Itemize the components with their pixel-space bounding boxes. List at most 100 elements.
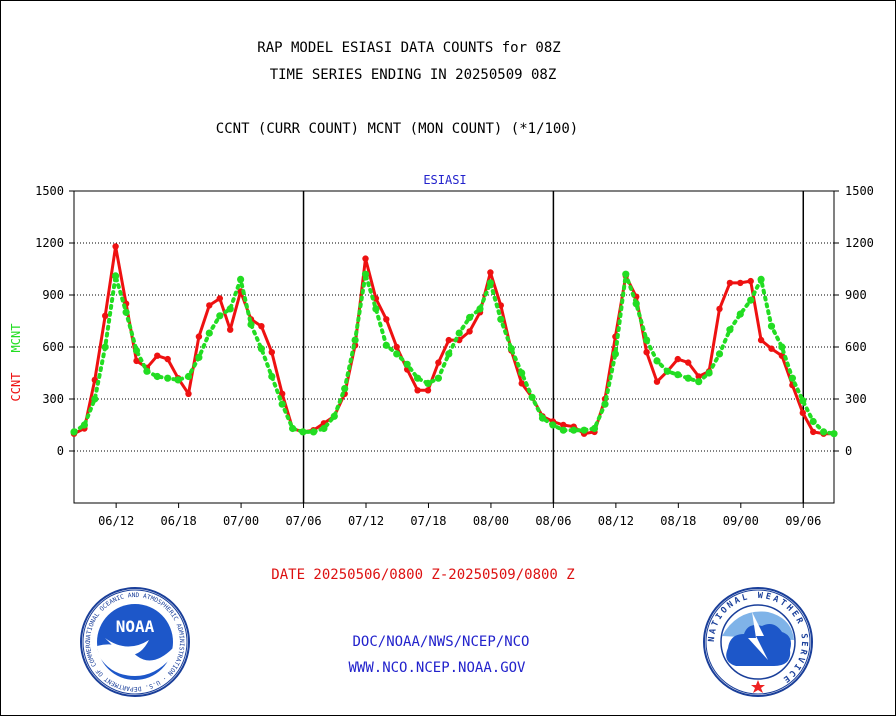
y-tick-label-left: 300 — [42, 392, 64, 406]
point-ccnt — [227, 326, 234, 333]
point-ccnt — [726, 279, 734, 287]
point-mcnt — [268, 372, 276, 381]
point-mcnt — [653, 357, 661, 365]
point-mcnt — [414, 374, 422, 382]
point-ccnt — [206, 302, 213, 309]
point-ccnt — [560, 421, 567, 429]
point-ccnt — [258, 323, 265, 330]
point-ccnt — [497, 302, 504, 309]
point-ccnt — [383, 316, 390, 323]
y-tick-label-left: 1500 — [35, 184, 64, 198]
point-ccnt — [445, 336, 452, 344]
y-tick-label-right: 1500 — [845, 184, 874, 198]
point-mcnt — [601, 400, 609, 408]
point-ccnt — [757, 336, 765, 344]
point-ccnt — [154, 352, 161, 359]
y-tick-label-left: 0 — [57, 444, 64, 458]
website-link[interactable]: WWW.NCO.NCEP.NOAA.GOV — [348, 660, 526, 676]
point-mcnt — [580, 426, 588, 434]
point-mcnt — [590, 424, 599, 433]
point-mcnt — [237, 275, 245, 283]
point-mcnt — [684, 374, 692, 382]
x-tick-label: 06/18 — [161, 514, 197, 528]
point-mcnt — [424, 379, 432, 387]
point-ccnt — [487, 269, 494, 276]
point-ccnt — [518, 380, 525, 387]
point-ccnt — [435, 359, 442, 366]
point-ccnt — [674, 355, 681, 363]
point-ccnt — [716, 305, 723, 313]
nws-star-icon — [751, 680, 765, 693]
point-mcnt — [611, 350, 620, 358]
point-ccnt — [653, 378, 661, 385]
chart-title-line1: RAP MODEL ESIASI DATA COUNTS for 08Z — [257, 40, 560, 56]
point-mcnt — [372, 305, 380, 313]
point-mcnt — [715, 350, 724, 358]
x-tick-label: 08/06 — [535, 514, 571, 528]
plot-area: 0 0 300 300 600 600 900 900 1200 1200 1500 1500 06/1… — [35, 184, 874, 528]
point-mcnt — [507, 345, 515, 353]
y-tick-label-right: 300 — [845, 392, 867, 406]
point-mcnt — [518, 369, 526, 377]
point-mcnt — [361, 270, 370, 278]
point-ccnt — [466, 328, 473, 335]
point-mcnt — [257, 345, 265, 353]
point-mcnt — [788, 374, 797, 382]
point-mcnt — [736, 310, 744, 318]
point-mcnt — [309, 428, 318, 436]
point-mcnt — [466, 313, 474, 322]
point-mcnt — [497, 315, 505, 323]
point-mcnt — [122, 308, 130, 316]
point-mcnt — [663, 367, 672, 375]
point-mcnt — [174, 376, 182, 384]
point-mcnt — [632, 300, 640, 308]
point-mcnt — [538, 414, 547, 422]
point-mcnt — [403, 360, 411, 368]
point-mcnt — [216, 312, 224, 320]
point-mcnt — [778, 343, 786, 351]
point-mcnt — [205, 329, 213, 337]
point-ccnt — [799, 409, 806, 417]
point-mcnt — [830, 430, 838, 438]
point-mcnt — [570, 426, 578, 434]
point-mcnt — [382, 341, 390, 349]
point-ccnt — [685, 359, 692, 366]
point-mcnt — [330, 412, 338, 420]
point-mcnt — [226, 305, 234, 313]
series-line-mcnt — [72, 272, 836, 436]
point-mcnt — [643, 336, 651, 344]
x-tick-label: 07/06 — [285, 514, 321, 528]
noaa-logo-text: NOAA — [116, 617, 155, 636]
point-ccnt — [695, 373, 702, 380]
x-tick-label: 08/18 — [660, 514, 696, 528]
point-ccnt — [414, 387, 421, 394]
x-tick-label: 08/12 — [598, 514, 634, 528]
point-mcnt — [747, 296, 755, 304]
point-mcnt — [445, 350, 453, 358]
plot-title: ESIASI — [423, 173, 466, 187]
point-mcnt — [528, 393, 536, 401]
point-ccnt — [133, 357, 140, 365]
point-mcnt — [80, 421, 88, 429]
x-tick-label: 07/00 — [223, 514, 259, 528]
x-tick-label: 08/00 — [473, 514, 509, 528]
point-mcnt — [289, 424, 297, 433]
point-ccnt — [362, 255, 369, 262]
point-ccnt — [643, 349, 650, 356]
point-mcnt — [622, 270, 630, 278]
x-tick-label: 06/12 — [98, 514, 134, 528]
point-mcnt — [393, 350, 401, 358]
x-tick-label: 07/18 — [410, 514, 446, 528]
point-ccnt — [810, 428, 817, 436]
point-ccnt — [164, 355, 171, 363]
point-mcnt — [767, 322, 776, 330]
point-ccnt — [185, 390, 192, 397]
point-mcnt — [299, 428, 307, 436]
point-mcnt — [559, 426, 567, 434]
point-ccnt — [424, 387, 432, 394]
point-mcnt — [434, 374, 442, 382]
point-mcnt — [153, 372, 161, 381]
point-mcnt — [726, 326, 734, 334]
point-mcnt — [91, 395, 99, 403]
